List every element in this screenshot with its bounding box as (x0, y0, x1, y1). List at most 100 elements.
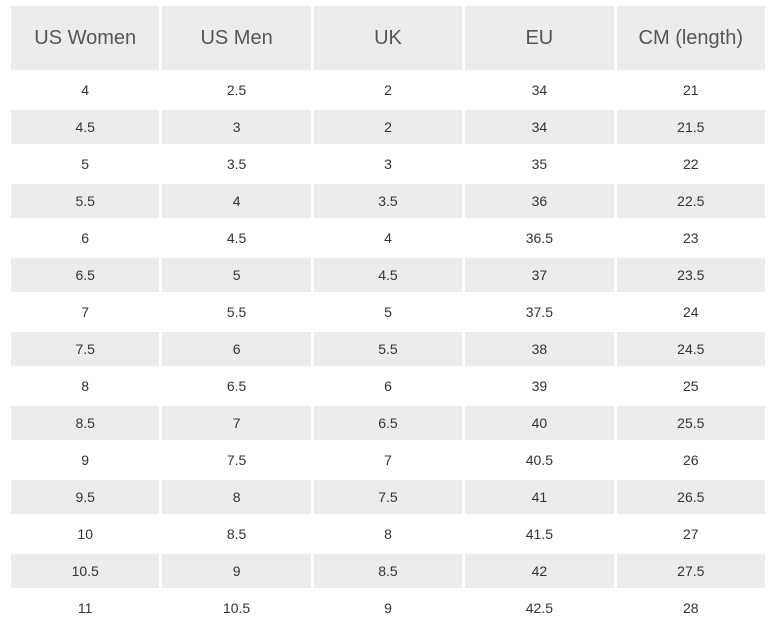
cell-us-men: 3.5 (162, 147, 311, 181)
cell-cm-length: 22 (616, 147, 765, 181)
cell-us-women: 8.5 (11, 406, 160, 440)
cell-cm-length: 27.5 (616, 554, 765, 588)
table-row: 4.5 3 2 34 21.5 (11, 110, 765, 144)
header-eu: EU (465, 6, 614, 70)
header-cm-length: CM (length) (616, 6, 765, 70)
cell-uk: 5.5 (313, 332, 463, 366)
cell-us-women: 8 (11, 369, 160, 403)
cell-eu: 40 (465, 406, 614, 440)
table-row: 4 2.5 2 34 21 (11, 73, 765, 107)
table-row: 6 4.5 4 36.5 23 (11, 221, 765, 255)
cell-us-men: 6.5 (162, 369, 311, 403)
table-row: 8 6.5 6 39 25 (11, 369, 765, 403)
cell-uk: 4.5 (313, 258, 463, 292)
cell-eu: 37.5 (465, 295, 614, 329)
cell-us-men: 4.5 (162, 221, 311, 255)
cell-uk: 7.5 (313, 480, 463, 514)
table-row: 10 8.5 8 41.5 27 (11, 517, 765, 551)
cell-us-women: 6 (11, 221, 160, 255)
cell-cm-length: 24.5 (616, 332, 765, 366)
cell-uk: 6.5 (313, 406, 463, 440)
cell-uk: 7 (313, 443, 463, 477)
cell-eu: 41.5 (465, 517, 614, 551)
cell-us-men: 3 (162, 110, 311, 144)
cell-cm-length: 25 (616, 369, 765, 403)
cell-eu: 39 (465, 369, 614, 403)
cell-cm-length: 21 (616, 73, 765, 107)
cell-eu: 42.5 (465, 591, 614, 625)
cell-us-men: 7.5 (162, 443, 311, 477)
cell-us-men: 9 (162, 554, 311, 588)
table-row: 5.5 4 3.5 36 22.5 (11, 184, 765, 218)
cell-eu: 40.5 (465, 443, 614, 477)
cell-us-men: 8 (162, 480, 311, 514)
cell-us-women: 4.5 (11, 110, 160, 144)
cell-uk: 3 (313, 147, 463, 181)
cell-uk: 5 (313, 295, 463, 329)
header-row: US Women US Men UK EU CM (length) (11, 6, 765, 70)
cell-cm-length: 22.5 (616, 184, 765, 218)
cell-us-women: 7.5 (11, 332, 160, 366)
cell-uk: 4 (313, 221, 463, 255)
cell-us-women: 5.5 (11, 184, 160, 218)
cell-uk: 6 (313, 369, 463, 403)
cell-uk: 8.5 (313, 554, 463, 588)
cell-us-women: 6.5 (11, 258, 160, 292)
cell-us-women: 10.5 (11, 554, 160, 588)
cell-us-men: 8.5 (162, 517, 311, 551)
cell-us-women: 9 (11, 443, 160, 477)
table-row: 5 3.5 3 35 22 (11, 147, 765, 181)
cell-us-men: 5.5 (162, 295, 311, 329)
cell-us-women: 9.5 (11, 480, 160, 514)
cell-eu: 38 (465, 332, 614, 366)
cell-eu: 34 (465, 110, 614, 144)
cell-eu: 36.5 (465, 221, 614, 255)
cell-us-women: 11 (11, 591, 160, 625)
cell-us-women: 10 (11, 517, 160, 551)
cell-cm-length: 21.5 (616, 110, 765, 144)
cell-cm-length: 24 (616, 295, 765, 329)
cell-cm-length: 23.5 (616, 258, 765, 292)
cell-cm-length: 23 (616, 221, 765, 255)
cell-uk: 3.5 (313, 184, 463, 218)
cell-us-women: 5 (11, 147, 160, 181)
cell-uk: 2 (313, 73, 463, 107)
cell-eu: 35 (465, 147, 614, 181)
table-row: 9 7.5 7 40.5 26 (11, 443, 765, 477)
table-row: 7.5 6 5.5 38 24.5 (11, 332, 765, 366)
cell-eu: 42 (465, 554, 614, 588)
header-uk: UK (313, 6, 463, 70)
size-chart-table: US Women US Men UK EU CM (length) 4 2.5 2 34 21 4… (8, 3, 768, 628)
table-row: 6.5 5 4.5 37 23.5 (11, 258, 765, 292)
size-chart-header: US Women US Men UK EU CM (length) (11, 6, 765, 70)
cell-us-men: 2.5 (162, 73, 311, 107)
size-chart-container: US Women US Men UK EU CM (length) 4 2.5 2 34 21 4… (11, 6, 765, 625)
cell-eu: 34 (465, 73, 614, 107)
cell-eu: 36 (465, 184, 614, 218)
cell-cm-length: 26 (616, 443, 765, 477)
table-row: 11 10.5 9 42.5 28 (11, 591, 765, 625)
cell-us-men: 5 (162, 258, 311, 292)
cell-us-men: 10.5 (162, 591, 311, 625)
cell-cm-length: 27 (616, 517, 765, 551)
cell-us-women: 4 (11, 73, 160, 107)
cell-uk: 2 (313, 110, 463, 144)
table-row: 9.5 8 7.5 41 26.5 (11, 480, 765, 514)
table-row: 10.5 9 8.5 42 27.5 (11, 554, 765, 588)
table-row: 7 5.5 5 37.5 24 (11, 295, 765, 329)
cell-us-women: 7 (11, 295, 160, 329)
cell-cm-length: 28 (616, 591, 765, 625)
header-us-women: US Women (11, 6, 160, 70)
cell-uk: 9 (313, 591, 463, 625)
cell-eu: 41 (465, 480, 614, 514)
table-row: 8.5 7 6.5 40 25.5 (11, 406, 765, 440)
cell-eu: 37 (465, 258, 614, 292)
cell-us-men: 4 (162, 184, 311, 218)
header-us-men: US Men (162, 6, 311, 70)
size-chart-body: 4 2.5 2 34 21 4.5 3 2 34 21.5 5 3.5 3 35 22 5.5 4 3.5 36 22… (11, 73, 765, 625)
cell-us-men: 7 (162, 406, 311, 440)
cell-us-men: 6 (162, 332, 311, 366)
cell-cm-length: 26.5 (616, 480, 765, 514)
cell-cm-length: 25.5 (616, 406, 765, 440)
cell-uk: 8 (313, 517, 463, 551)
